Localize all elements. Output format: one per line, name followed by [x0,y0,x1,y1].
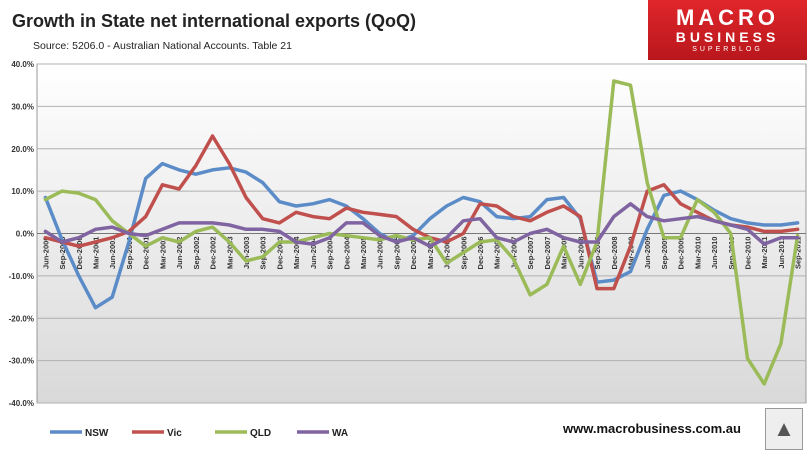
x-tick-label: Dec-2007 [543,237,552,270]
y-tick-label: 40.0% [11,60,34,69]
macrobusiness-logo: MACRO BUSINESS SUPERBLOG [648,0,807,60]
legend-label-qld: QLD [250,428,271,439]
x-tick-label: Mar-2004 [292,236,301,269]
legend-label-wa: WA [332,428,348,439]
x-tick-label: Dec-2006 [476,237,485,270]
x-tick-label: Sep-2003 [259,237,268,270]
x-tick-label: Sep-2010 [727,237,736,270]
x-tick-label: Jun-2003 [242,237,251,270]
logo-line-2: BUSINESS [675,29,780,45]
y-tick-label: -30.0% [9,357,34,366]
y-tick-label: 20.0% [11,145,34,154]
logo-line-3: SUPERBLOG [692,46,763,53]
x-tick-label: Sep-2000 [58,237,67,270]
series-line-vic [43,134,800,291]
x-tick-label: Sep-2001 [125,237,134,270]
legend-label-nsw: NSW [85,428,109,439]
x-tick-label: Mar-2002 [158,237,167,270]
x-tick-label: Mar-2006 [426,237,435,270]
x-tick-label: Sep-2009 [660,237,669,270]
x-tick-label: Sep-2011 [794,237,803,270]
x-tick-label: Jun-2002 [175,237,184,270]
x-tick-label: Dec-2008 [610,237,619,270]
legend-label-vic: Vic [167,428,182,439]
y-tick-label: -10.0% [9,272,34,281]
x-tick-label: Sep-2007 [526,237,535,270]
x-tick-label: Sep-2004 [326,236,335,270]
x-tick-label: Jun-2000 [41,237,50,270]
logo-line-1: MACRO [675,5,780,30]
x-tick-label: Dec-2009 [677,237,686,270]
x-tick-label: Dec-2002 [209,237,218,270]
x-tick-label: Dec-2003 [275,237,284,270]
x-tick-label: Jun-2010 [710,237,719,270]
series-line-qld [43,79,800,386]
footer-url[interactable]: www.macrobusiness.com.au [563,421,741,436]
x-tick-label: Jun-2006 [443,237,452,270]
x-tick-label: Sep-2008 [593,237,602,270]
y-tick-label: -40.0% [9,399,34,408]
y-tick-label: 0.0% [16,230,34,239]
x-tick-label: Mar-2003 [225,237,234,270]
x-tick-label: Dec-2005 [409,237,418,270]
x-tick-label: Sep-2005 [392,237,401,270]
series-line-wa [43,202,800,248]
x-tick-label: Dec-2004 [342,236,351,270]
x-tick-label: Mar-2001 [92,237,101,270]
x-tick-label: Jun-2008 [576,237,585,270]
x-tick-label: Dec-2010 [743,237,752,270]
source-note: Source: 5206.0 - Australian National Acc… [33,40,292,52]
x-tick-label: Dec-2001 [142,237,151,270]
x-tick-label: Mar-2007 [493,237,502,270]
chart-title: Growth in State net international export… [12,11,417,31]
x-tick-label: Sep-2002 [192,237,201,270]
x-tick-label: Jun-2011 [777,237,786,269]
y-tick-label: -20.0% [9,314,34,323]
x-tick-label: Jun-2009 [643,237,652,270]
x-tick-label: Mar-2005 [359,237,368,270]
y-tick-label: 10.0% [11,187,34,196]
y-tick-label: 30.0% [11,102,34,111]
x-tick-label: Jun-2001 [108,237,117,270]
x-tick-label: Jun-2004 [309,236,318,269]
x-tick-label: Mar-2010 [693,237,702,270]
x-tick-label: Mar-2008 [560,237,569,270]
x-tick-label: Mar-2011 [760,237,769,269]
x-tick-label: Jun-2005 [376,237,385,270]
x-tick-label: Jun-2007 [509,237,518,270]
wolf-head-icon: ▲ [765,408,803,450]
x-tick-label: Dec-2000 [75,237,84,270]
x-tick-label: Mar-2009 [626,237,635,270]
